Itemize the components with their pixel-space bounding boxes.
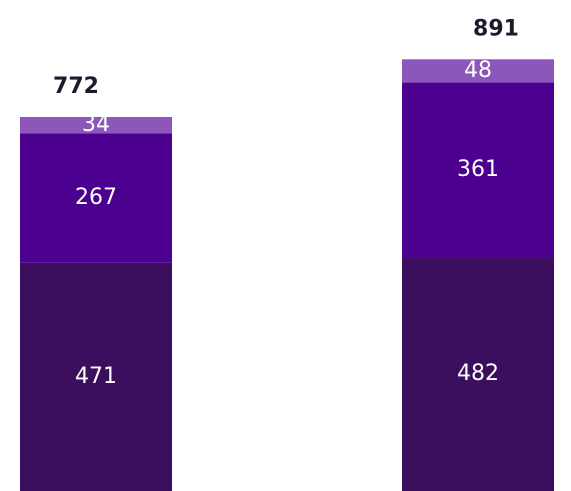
segment-label: 34 <box>82 112 110 137</box>
segment-label: 482 <box>457 361 499 386</box>
segment-label: 267 <box>75 185 117 210</box>
bar-segment <box>20 133 172 263</box>
bar-segment <box>20 262 172 491</box>
total-label: 772 <box>53 74 99 99</box>
bar-segment <box>402 82 554 258</box>
bar-segment <box>402 59 554 83</box>
segment-label: 48 <box>464 58 492 83</box>
segment-label: 471 <box>75 364 117 389</box>
segment-label: 361 <box>457 157 499 182</box>
bar-segment <box>20 116 172 134</box>
total-label: 891 <box>473 16 519 41</box>
bar-segment <box>402 257 554 491</box>
